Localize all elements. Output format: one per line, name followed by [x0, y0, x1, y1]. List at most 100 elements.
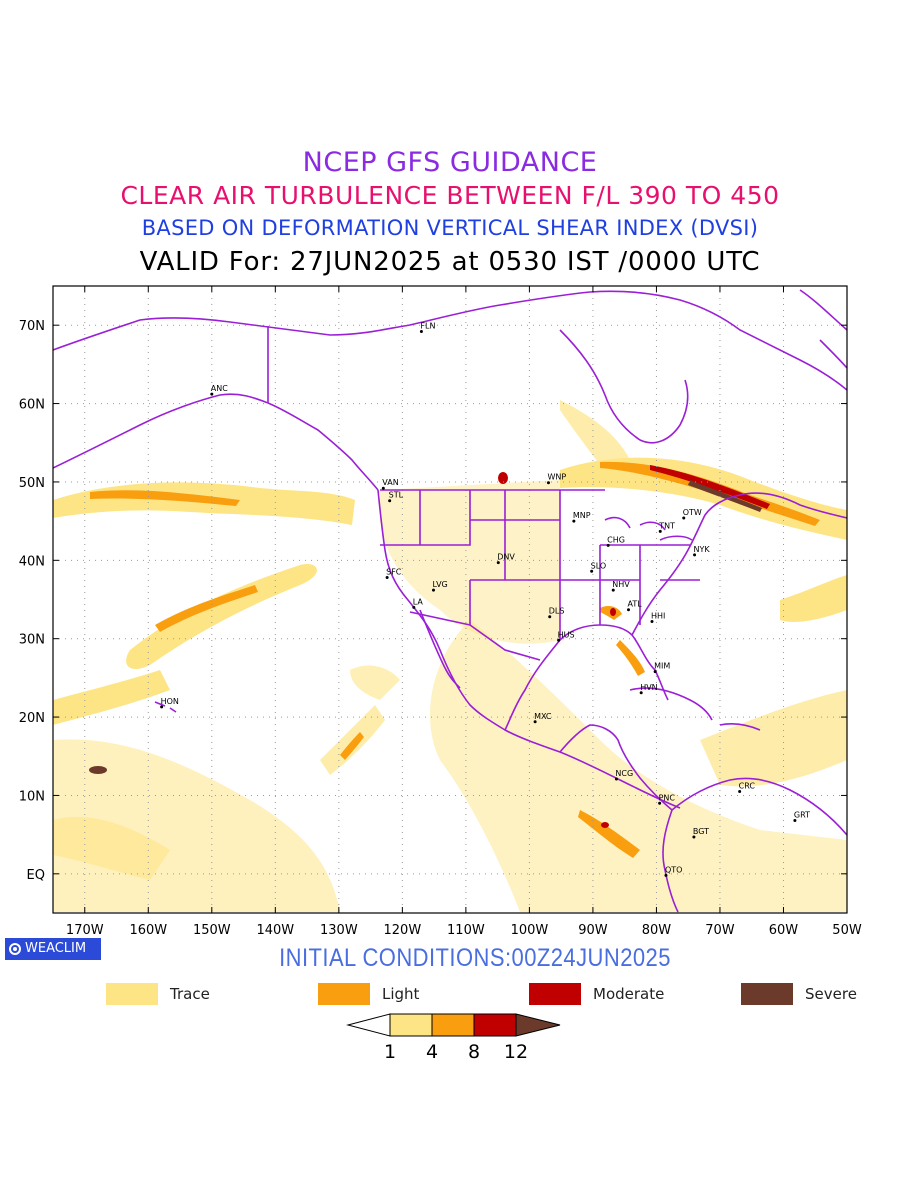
- title-line-2: CLEAR AIR TURBULENCE BETWEEN F/L 390 TO …: [120, 181, 780, 210]
- legend-severe: Severe: [741, 982, 857, 1006]
- lat-tick-label: 70N: [19, 319, 45, 334]
- lon-tick-label: 90W: [578, 923, 608, 938]
- lon-tick-label: 110W: [447, 923, 485, 938]
- title-line-3: BASED ON DEFORMATION VERTICAL SHEAR INDE…: [141, 216, 759, 240]
- longitude-axis: 170W 160W 150W 140W 130W 120W 110W 100W 90W 80W 70…: [66, 286, 862, 938]
- station-label: NHV: [612, 580, 630, 589]
- turbulence-areas: [53, 400, 847, 912]
- station-label: LVG: [432, 580, 447, 589]
- color-bar: 1 4 8 12: [346, 1013, 561, 1063]
- station-dot: [210, 392, 214, 396]
- station-dot: [606, 543, 610, 547]
- lat-tick-label: 30N: [19, 633, 45, 648]
- station-label: ANC: [211, 384, 228, 393]
- station-label: STL: [389, 491, 404, 500]
- station-label: TNT: [658, 521, 675, 530]
- lon-tick-label: 130W: [320, 923, 358, 938]
- station-label: CRC: [739, 782, 756, 791]
- station-dot: [572, 519, 576, 523]
- station-dot: [738, 790, 742, 794]
- lon-tick-label: 70W: [705, 923, 735, 938]
- station-label: ATL: [627, 600, 642, 609]
- station-label: SLO: [591, 561, 607, 570]
- station-dot: [412, 605, 416, 609]
- station-dot: [431, 588, 435, 592]
- station-dot: [548, 615, 552, 619]
- lat-lon-grid: [53, 286, 848, 913]
- lon-tick-label: 60W: [769, 923, 799, 938]
- station-label: PNC: [659, 793, 676, 802]
- station-dot: [611, 588, 615, 592]
- station-dot: [650, 619, 654, 623]
- lon-tick-label: 80W: [642, 923, 672, 938]
- station-dot: [381, 486, 385, 490]
- station-dot: [557, 638, 561, 642]
- station-label: DNV: [497, 553, 515, 562]
- station-label: NYK: [694, 545, 711, 554]
- station-dot: [590, 569, 594, 573]
- station-label: SFC: [386, 568, 402, 577]
- station-label: MIM: [654, 662, 670, 671]
- lon-tick-label: 170W: [66, 923, 104, 938]
- colorbar-label: 12: [504, 1041, 528, 1063]
- legend-swatch-moderate: [529, 983, 581, 1005]
- legend-label-trace: Trace: [170, 985, 210, 1003]
- station-dot: [693, 553, 697, 557]
- station-label: NCG: [615, 769, 633, 778]
- station-dot: [658, 529, 662, 533]
- station-dot: [533, 720, 537, 724]
- colorbar-label: 8: [468, 1041, 480, 1063]
- colorbar-segment: [431, 1013, 475, 1037]
- station-label: FLN: [420, 321, 435, 330]
- lat-tick-label: EQ: [27, 868, 45, 883]
- legend-label-severe: Severe: [805, 985, 857, 1003]
- station-label: HHI: [651, 611, 665, 620]
- lat-tick-label: 60N: [19, 398, 45, 413]
- station-dot: [658, 801, 662, 805]
- station-dot: [614, 777, 618, 781]
- station-label: MNP: [573, 511, 591, 520]
- station-dot: [419, 329, 423, 333]
- lat-tick-label: 10N: [19, 789, 45, 804]
- station-dot: [793, 819, 797, 823]
- station-dot: [385, 576, 389, 580]
- weaclim-logo-icon: [9, 943, 21, 955]
- lon-tick-label: 100W: [511, 923, 549, 938]
- station-dot: [626, 608, 630, 612]
- legend-swatch-severe: [741, 983, 793, 1005]
- colorbar-lower-arrow: [346, 1013, 391, 1037]
- weaclim-badge: WEACLIM: [5, 938, 101, 960]
- legend-trace: Trace: [106, 982, 210, 1006]
- weaclim-badge-text: WEACLIM: [25, 941, 87, 956]
- plot-frame: [52, 285, 848, 914]
- latitude-axis: 70N 60N 50N 40N 30N 20N 10N EQ: [19, 319, 847, 883]
- lat-tick-label: 40N: [19, 554, 45, 569]
- station-dot: [546, 481, 550, 485]
- station-label: MXC: [534, 712, 552, 721]
- lon-tick-label: 50W: [832, 923, 862, 938]
- station-dot: [653, 670, 657, 674]
- station-dot: [682, 516, 686, 520]
- valid-time: VALID For: 27JUN2025 at 0530 IST /0000 U…: [139, 247, 761, 277]
- station-label: LA: [413, 597, 424, 606]
- legend-light: Light: [318, 982, 419, 1006]
- legend-label-light: Light: [382, 985, 420, 1003]
- legend-swatch-trace: [106, 983, 158, 1005]
- colorbar-segment: [389, 1013, 433, 1037]
- station-label: OTW: [683, 508, 702, 517]
- station-label: VAN: [382, 478, 398, 487]
- legend-moderate: Moderate: [529, 982, 664, 1006]
- initial-conditions: INITIAL CONDITIONS:00Z24JUN2025: [279, 944, 671, 972]
- station-label: HUS: [558, 630, 575, 639]
- station-dot: [639, 691, 643, 695]
- coastlines: [53, 289, 847, 913]
- station-label: QTO: [665, 865, 682, 874]
- station-dot: [692, 835, 696, 839]
- station-dot: [160, 705, 164, 709]
- colorbar-label: 4: [426, 1041, 438, 1063]
- station-dot: [388, 499, 392, 503]
- station-dot: [664, 873, 668, 877]
- station-labels: FLN ANC VAN STL WNP MNP OTW TNT CHG NYK DNV SFC LVG L…: [160, 321, 810, 877]
- colorbar-label: 1: [384, 1041, 396, 1063]
